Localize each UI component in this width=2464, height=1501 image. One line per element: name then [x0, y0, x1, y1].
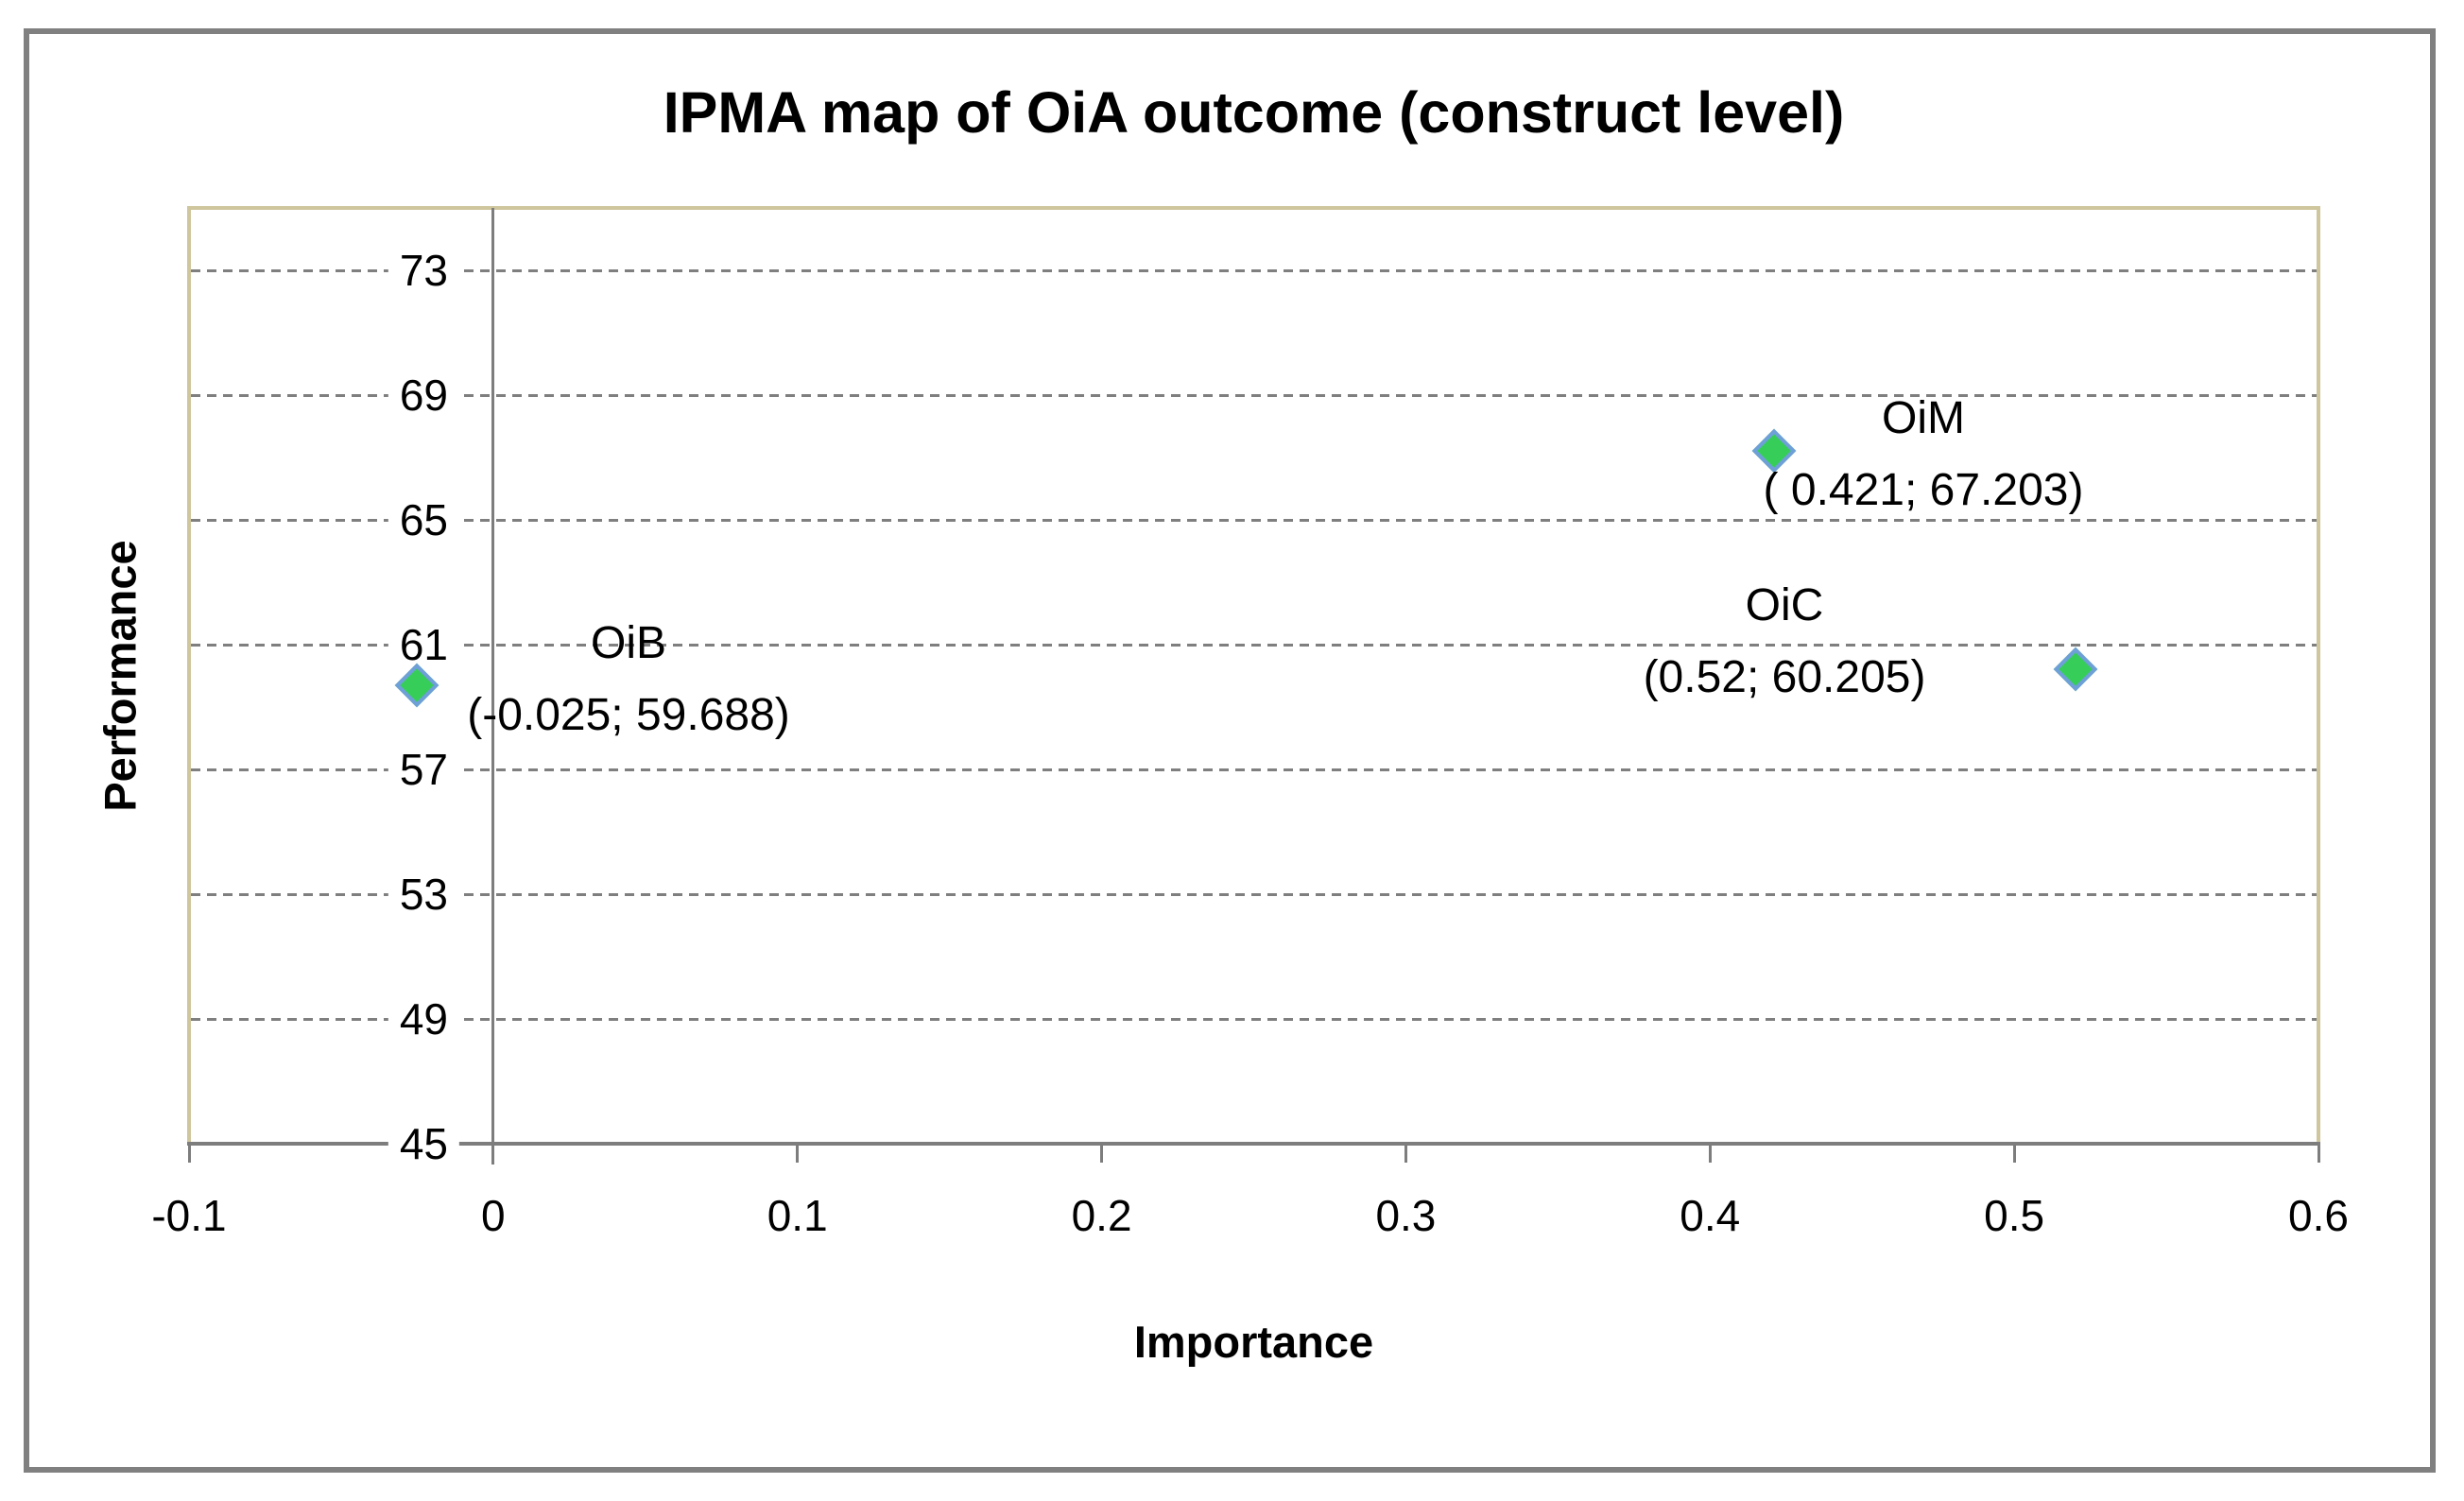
x-tick-label-0: 0 — [481, 1191, 506, 1240]
x-tick-label--0.1: -0.1 — [151, 1191, 227, 1240]
x-tick-label-0.2: 0.2 — [1071, 1191, 1132, 1240]
x-tick-0.6 — [2317, 1146, 2320, 1163]
gridline-y-61 — [191, 643, 2317, 647]
gridline-y-49 — [191, 1017, 2317, 1021]
y-tick-label-69: 69 — [388, 368, 459, 423]
x-tick-label-0.6: 0.6 — [2288, 1191, 2349, 1240]
y-tick-label-49: 49 — [388, 992, 459, 1046]
y-tick-label-53: 53 — [388, 867, 459, 922]
x-tick--0.1 — [187, 1146, 191, 1163]
data-label-OiB: OiB (-0.025; 59.688) — [467, 608, 790, 751]
gridline-y-65 — [191, 518, 2317, 522]
data-label-OiB-line1: OiB — [590, 618, 666, 668]
data-label-OiM-line2: ( 0.421; 67.203) — [1763, 465, 2084, 515]
gridline-y-69 — [191, 393, 2317, 397]
x-tick-label-0.3: 0.3 — [1375, 1191, 1437, 1240]
y-tick-label-57: 57 — [388, 742, 459, 797]
data-label-OiM: OiM ( 0.421; 67.203) — [1764, 383, 2084, 526]
y-tick-label-65: 65 — [388, 492, 459, 547]
x-axis-line — [187, 1142, 2320, 1146]
x-tick-label-0.4: 0.4 — [1680, 1191, 1741, 1240]
gridline-y-57 — [191, 768, 2317, 771]
x-tick-0 — [491, 1146, 495, 1163]
y-tick-label-61: 61 — [388, 617, 459, 672]
x-tick-label-0.5: 0.5 — [1984, 1191, 2045, 1240]
y-tick-label-73: 73 — [388, 243, 459, 298]
x-axis-title: Importance — [1133, 1317, 1374, 1367]
chart-title: IPMA map of OiA outcome (construct level… — [663, 80, 1845, 145]
x-tick-0.1 — [796, 1146, 800, 1163]
x-tick-0.5 — [2012, 1146, 2016, 1163]
data-label-OiC: OiC (0.52; 60.205) — [1644, 570, 1926, 714]
x-tick-0.3 — [1404, 1146, 1407, 1163]
gridline-y-53 — [191, 892, 2317, 896]
plot-area — [187, 206, 2320, 1144]
x-tick-0.4 — [1708, 1146, 1712, 1163]
y-tick-label-45: 45 — [388, 1116, 459, 1171]
x-tick-0.2 — [1100, 1146, 1104, 1163]
data-label-OiC-line1: OiC — [1745, 580, 1824, 630]
gridline-y-73 — [191, 268, 2317, 272]
x-tick-label-0.1: 0.1 — [767, 1191, 828, 1240]
data-label-OiM-line1: OiM — [1882, 393, 1965, 443]
data-label-OiB-line2: (-0.025; 59.688) — [467, 690, 790, 740]
y-axis-title: Performance — [95, 540, 146, 812]
y-axis-line — [491, 208, 495, 1165]
data-label-OiC-line2: (0.52; 60.205) — [1643, 652, 1926, 702]
